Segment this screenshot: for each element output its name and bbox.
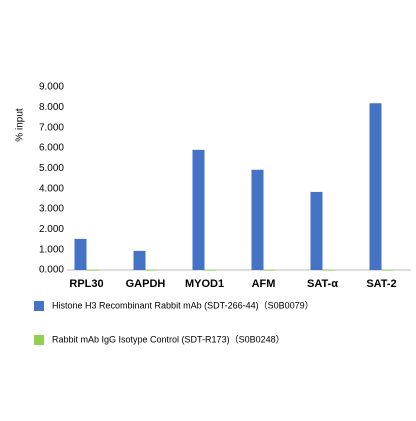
y-tick-label: 1.000	[39, 244, 64, 255]
bar	[310, 191, 323, 270]
bar	[251, 169, 264, 270]
y-tick-label: 7.000	[39, 122, 64, 133]
y-tick-label: 5.000	[39, 163, 64, 174]
x-tick-label: GAPDH	[126, 278, 166, 290]
legend-swatch	[34, 301, 44, 311]
bar	[133, 250, 146, 270]
y-tick-label: 9.000	[39, 82, 64, 93]
y-tick-label: 3.000	[39, 204, 64, 215]
y-axis-label: % input	[15, 108, 26, 142]
bar	[145, 269, 158, 271]
legend-label: Histone H3 Recombinant Rabbit mAb (SDT-2…	[52, 300, 314, 310]
bar	[192, 149, 205, 270]
y-tick-label: 0.000	[39, 265, 64, 276]
y-tick-label: 6.000	[39, 143, 64, 154]
bar	[322, 269, 335, 271]
legend-swatch	[34, 335, 44, 345]
x-tick-label: SAT-2	[366, 278, 396, 290]
bar	[74, 238, 87, 270]
bar	[381, 269, 394, 271]
x-tick-label: MYOD1	[185, 278, 224, 290]
x-tick-label: RPL30	[69, 278, 103, 290]
y-tick-label: 8.000	[39, 102, 64, 113]
x-tick-label: SAT-α	[307, 278, 338, 290]
bar	[204, 269, 217, 271]
x-tick-label: AFM	[252, 278, 276, 290]
bar	[369, 103, 382, 271]
bar	[263, 269, 276, 271]
bar	[86, 269, 99, 271]
legend-label: Rabbit mAb IgG Isotype Control (SDT-R173…	[52, 334, 285, 344]
y-tick-label: 2.000	[39, 224, 64, 235]
y-tick-label: 4.000	[39, 183, 64, 194]
